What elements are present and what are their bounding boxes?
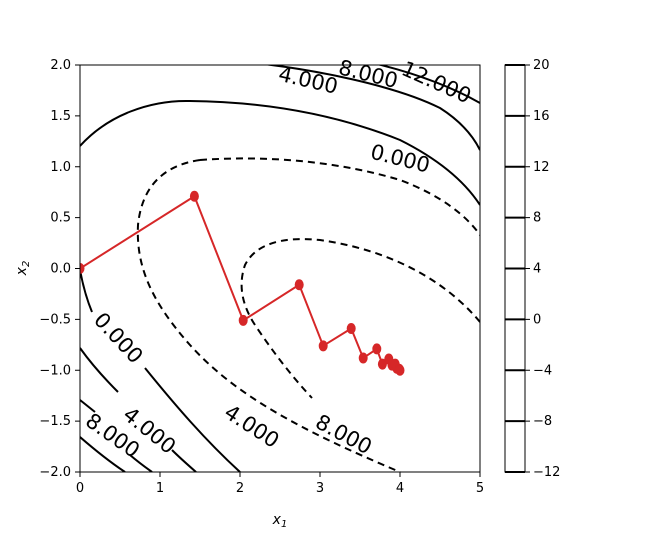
contour-line-8 [263, 65, 480, 151]
optimization-path [80, 190, 405, 376]
y-tick-label: 1.5 [50, 109, 71, 124]
path-point [358, 352, 368, 364]
x-tick-label: 3 [316, 481, 324, 496]
contour-label: 0.000 [89, 308, 148, 368]
contour-label: 4.000 [276, 62, 340, 99]
contour-line-4-lower-b [171, 449, 197, 472]
x-tick-label: 2 [236, 481, 244, 496]
colorbar-tick-label: 8 [533, 211, 541, 226]
y-tick-label: −1.5 [39, 414, 71, 429]
contour-line-0-lower [80, 269, 93, 313]
x-tick-label: 5 [476, 481, 484, 496]
x-tick-label: 1 [156, 481, 164, 496]
y-tick-label: 1.0 [50, 160, 71, 175]
y-tick-label: 0.5 [50, 211, 71, 226]
x-axis: 0 1 2 3 4 5 [76, 472, 484, 496]
path-point [395, 364, 405, 376]
y-tick-label: −0.5 [39, 312, 71, 327]
path-point [80, 263, 85, 274]
colorbar-tick-label: −4 [533, 363, 552, 378]
y-tick-label: −1.0 [39, 363, 71, 378]
colorbar: 20 16 12 8 4 0 −4 −8 −12 [504, 58, 560, 480]
contour-label: 4.000 [220, 400, 283, 453]
x-tick-label: 4 [396, 481, 404, 496]
contour-line-4-dashed [240, 238, 480, 399]
path-point [238, 314, 248, 326]
contour-line-4-lower [80, 347, 119, 393]
colorbar-tick-label: 4 [533, 262, 541, 277]
y-tick-label: −2.0 [39, 465, 71, 480]
path-point [377, 358, 387, 370]
colorbar-tick-label: −12 [533, 465, 560, 480]
path-point [189, 190, 199, 202]
colorbar-tick-label: 20 [533, 58, 550, 73]
contour-line-0-dashed [136, 159, 401, 472]
contour-label: 0.000 [368, 140, 432, 178]
y-axis: 2.0 1.5 1.0 0.5 0.0 −0.5 −1.0 −1.5 −2.0 [39, 58, 80, 480]
contour-line-4 [80, 99, 480, 206]
path-point [294, 279, 304, 291]
contour-lines [80, 65, 480, 472]
colorbar-tick-label: 12 [533, 160, 550, 175]
contour-line-0-lower-b [144, 367, 241, 472]
contour-label: 12.000 [398, 56, 475, 108]
path-point [346, 323, 356, 335]
y-tick-label: 2.0 [50, 58, 71, 73]
contour-label: 8.000 [311, 410, 375, 459]
contour-line-0-dashed-top [199, 157, 480, 236]
contour-line-12-lower [80, 436, 126, 472]
contour-line-12 [376, 65, 480, 104]
x-tick-label: 0 [76, 481, 84, 496]
y-axis-label: x2 [14, 261, 32, 277]
colorbar-tick-label: −8 [533, 414, 552, 429]
x-axis-label: x1 [272, 512, 288, 530]
colorbar-tick-label: 0 [533, 312, 541, 327]
contour-line-8-lower-b [129, 454, 153, 472]
path-point [318, 340, 328, 352]
path-point [372, 343, 382, 355]
y-tick-label: 0.0 [50, 262, 71, 277]
contour-label: 8.000 [336, 55, 400, 93]
contour-line-8-lower [80, 399, 96, 413]
colorbar-tick-label: 16 [533, 109, 550, 124]
